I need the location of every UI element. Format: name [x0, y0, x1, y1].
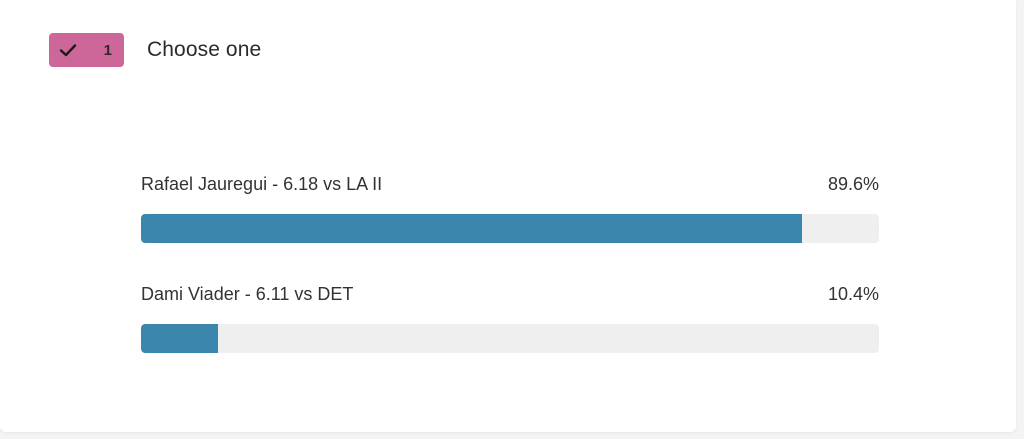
option-label: Rafael Jauregui - 6.18 vs LA II: [141, 174, 383, 194]
option-percent: 10.4%: [827, 284, 879, 304]
poll-results-card: 1 Choose one Rafael Jauregui - 6.18 vs L…: [0, 0, 1016, 432]
progress-bar-track: [141, 214, 879, 243]
option-percent: 89.6%: [827, 174, 879, 194]
option-result: Dami Viader - 6.11 vs DET 10.4%: [141, 282, 879, 392]
progress-bar-fill: [141, 214, 803, 243]
option-label: Dami Viader - 6.11 vs DET: [141, 284, 354, 304]
question-title: Choose one: [147, 38, 262, 61]
options-list: Rafael Jauregui - 6.18 vs LA II 89.6% Da…: [141, 172, 879, 392]
question-header: 1 Choose one: [49, 33, 261, 67]
question-badge: 1: [49, 33, 124, 67]
option-label-row: Rafael Jauregui - 6.18 vs LA II 89.6%: [141, 172, 879, 196]
option-result: Rafael Jauregui - 6.18 vs LA II 89.6%: [141, 172, 879, 282]
check-icon: [59, 44, 77, 57]
progress-bar-track: [141, 324, 879, 353]
question-number: 1: [103, 41, 112, 59]
option-label-row: Dami Viader - 6.11 vs DET 10.4%: [141, 282, 879, 306]
progress-bar-fill: [141, 324, 218, 353]
